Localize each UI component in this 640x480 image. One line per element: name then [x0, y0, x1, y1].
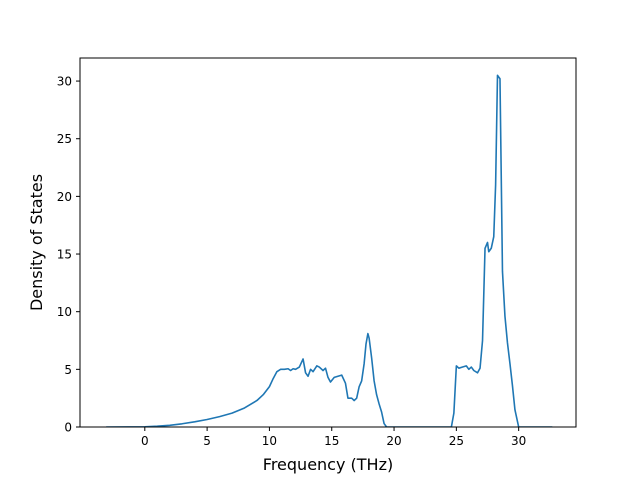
- plot-content: [106, 74, 553, 427]
- x-tick-label: 15: [324, 434, 339, 448]
- y-axis-label: Density of States: [27, 174, 46, 311]
- axes-frame: [79, 57, 577, 428]
- x-axis-label: Frequency (THz): [263, 455, 393, 474]
- x-tick-label: 30: [511, 434, 526, 448]
- y-tick-label: 0: [64, 421, 72, 435]
- y-tick-label: 10: [57, 305, 72, 319]
- y-tick-label: 5: [64, 363, 72, 377]
- plot-frame: [79, 57, 577, 428]
- x-tick-label: 25: [449, 434, 464, 448]
- x-tick-label: 10: [262, 434, 277, 448]
- x-tick-label: 20: [386, 434, 401, 448]
- x-tick-label: 0: [141, 434, 149, 448]
- x-axis-ticks: 0 5 10 15 20 25 30: [141, 427, 526, 448]
- y-tick-label: 20: [57, 190, 72, 204]
- y-tick-label: 30: [57, 75, 72, 89]
- y-tick-label: 15: [57, 248, 72, 262]
- x-tick-label: 5: [203, 434, 211, 448]
- y-tick-label: 25: [57, 132, 72, 146]
- dos-series-line: [106, 74, 553, 427]
- y-axis-ticks: 0 5 10 15 20 25 30: [57, 75, 80, 435]
